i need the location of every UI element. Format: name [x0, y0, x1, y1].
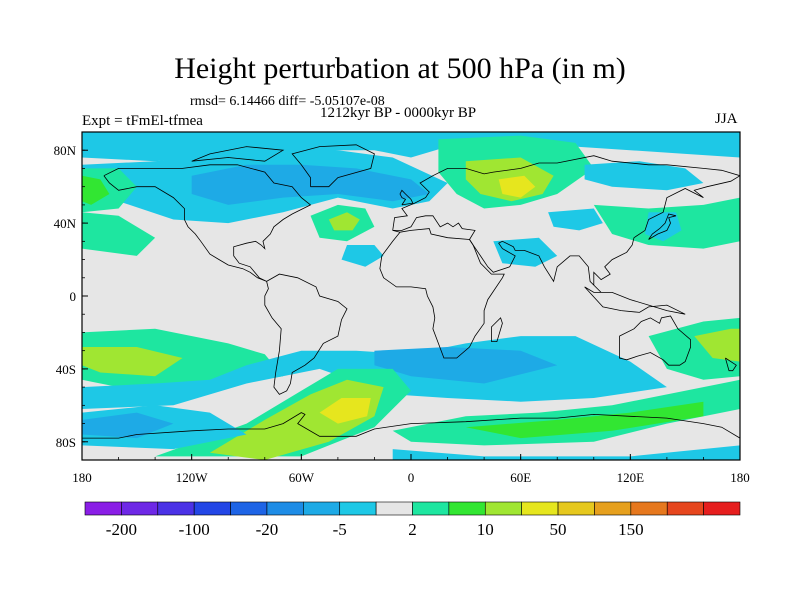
nh-atlantic-yellow	[328, 212, 360, 231]
experiment-label: Expt = tFmEl-tfmea	[82, 113, 203, 129]
sh-indian-green-light	[465, 401, 704, 439]
axis-ticks: 80N 40N 0 40S 80S 180 120W 60W 0 60E 120E 180	[54, 131, 750, 485]
lon-label: 0	[408, 470, 415, 485]
nh-japan-blue	[645, 212, 682, 242]
coast-south-america	[264, 273, 348, 395]
colorbar-label: 150	[618, 520, 644, 539]
coast-japan	[648, 213, 677, 240]
lat-label: 80S	[56, 435, 76, 450]
colorbar-swatch	[157, 501, 195, 516]
sh-atlantic-orange	[319, 398, 371, 424]
colorbar-label: -5	[333, 520, 347, 539]
lon-label: 60W	[289, 470, 315, 485]
colorbar-swatch	[484, 501, 522, 516]
colorbar-swatch	[630, 501, 668, 516]
coast-antarctica	[82, 412, 740, 439]
sh-pacific-yellow	[82, 347, 183, 377]
nh-siberia-orange	[498, 175, 536, 198]
coast-africa	[379, 228, 505, 359]
coast-australia	[619, 315, 691, 366]
nh-green-west	[82, 175, 110, 205]
colorbar-label: 10	[477, 520, 494, 539]
rmsd-label: rmsd= 6.14466 diff= -5.05107e-08	[190, 94, 385, 109]
colorbar-label: 2	[408, 520, 417, 539]
colorbar-label: -100	[179, 520, 210, 539]
nh-east-asia-blue	[584, 161, 704, 191]
lat-label: 40S	[56, 362, 76, 377]
lon-label: 180	[72, 470, 92, 485]
sh-blue-dark	[374, 347, 558, 384]
coast-madagascar	[491, 317, 503, 342]
colorbar-swatch	[193, 501, 231, 516]
colorbar-swatch	[84, 501, 122, 516]
lon-label: 60E	[510, 470, 531, 485]
colorbar-swatch	[703, 501, 741, 516]
season-label: JJA	[715, 111, 738, 127]
colorbar-swatch	[266, 501, 304, 516]
lat-label: 0	[70, 289, 77, 304]
colorbar-swatch	[594, 501, 632, 516]
sh-australia-yellow	[694, 328, 740, 362]
coast-north-america	[103, 164, 312, 282]
period-label: 1212kyr BP - 0000kyr BP	[320, 105, 477, 121]
lon-label: 120E	[617, 470, 645, 485]
coastlines	[82, 144, 740, 439]
colorbar-swatch	[339, 501, 377, 516]
nh-pacific-west-green	[82, 212, 156, 256]
coast-new-zealand	[725, 357, 737, 372]
colorbar-swatch	[557, 501, 595, 516]
colorbar-swatch	[666, 501, 704, 516]
coast-indonesia	[584, 286, 686, 315]
colorbar-swatch	[303, 501, 341, 516]
coast-greenland	[291, 144, 375, 188]
lat-label: 40N	[54, 216, 77, 231]
coast-uk	[399, 189, 414, 206]
colorbar-swatch	[230, 501, 268, 516]
colorbar-label: 50	[550, 520, 567, 539]
colorbar-swatch	[448, 501, 486, 516]
colorbar-label: -20	[256, 520, 279, 539]
coast-arctic-islands	[191, 146, 285, 162]
map-title: Height perturbation at 500 hPa (in m)	[174, 52, 626, 85]
colorbar-swatch	[412, 501, 450, 516]
nh-mid-blue	[341, 245, 384, 267]
lon-label: 180	[730, 470, 750, 485]
colorbar-label: -200	[106, 520, 137, 539]
lon-label: 120W	[176, 470, 209, 485]
nh-asia-blue	[548, 208, 603, 231]
colorbar-swatch	[375, 501, 413, 516]
lat-label: 80N	[54, 143, 77, 158]
colorbar: -200 -100 -20 -5 2 10 50 150	[84, 501, 741, 539]
nh-arctic-blue	[82, 132, 740, 162]
sh-southern-blue-mid	[82, 412, 174, 439]
height-field	[82, 132, 740, 460]
colorbar-swatch	[121, 501, 159, 516]
sh-indian-blue-south	[392, 445, 740, 460]
colorbar-swatch	[521, 501, 559, 516]
